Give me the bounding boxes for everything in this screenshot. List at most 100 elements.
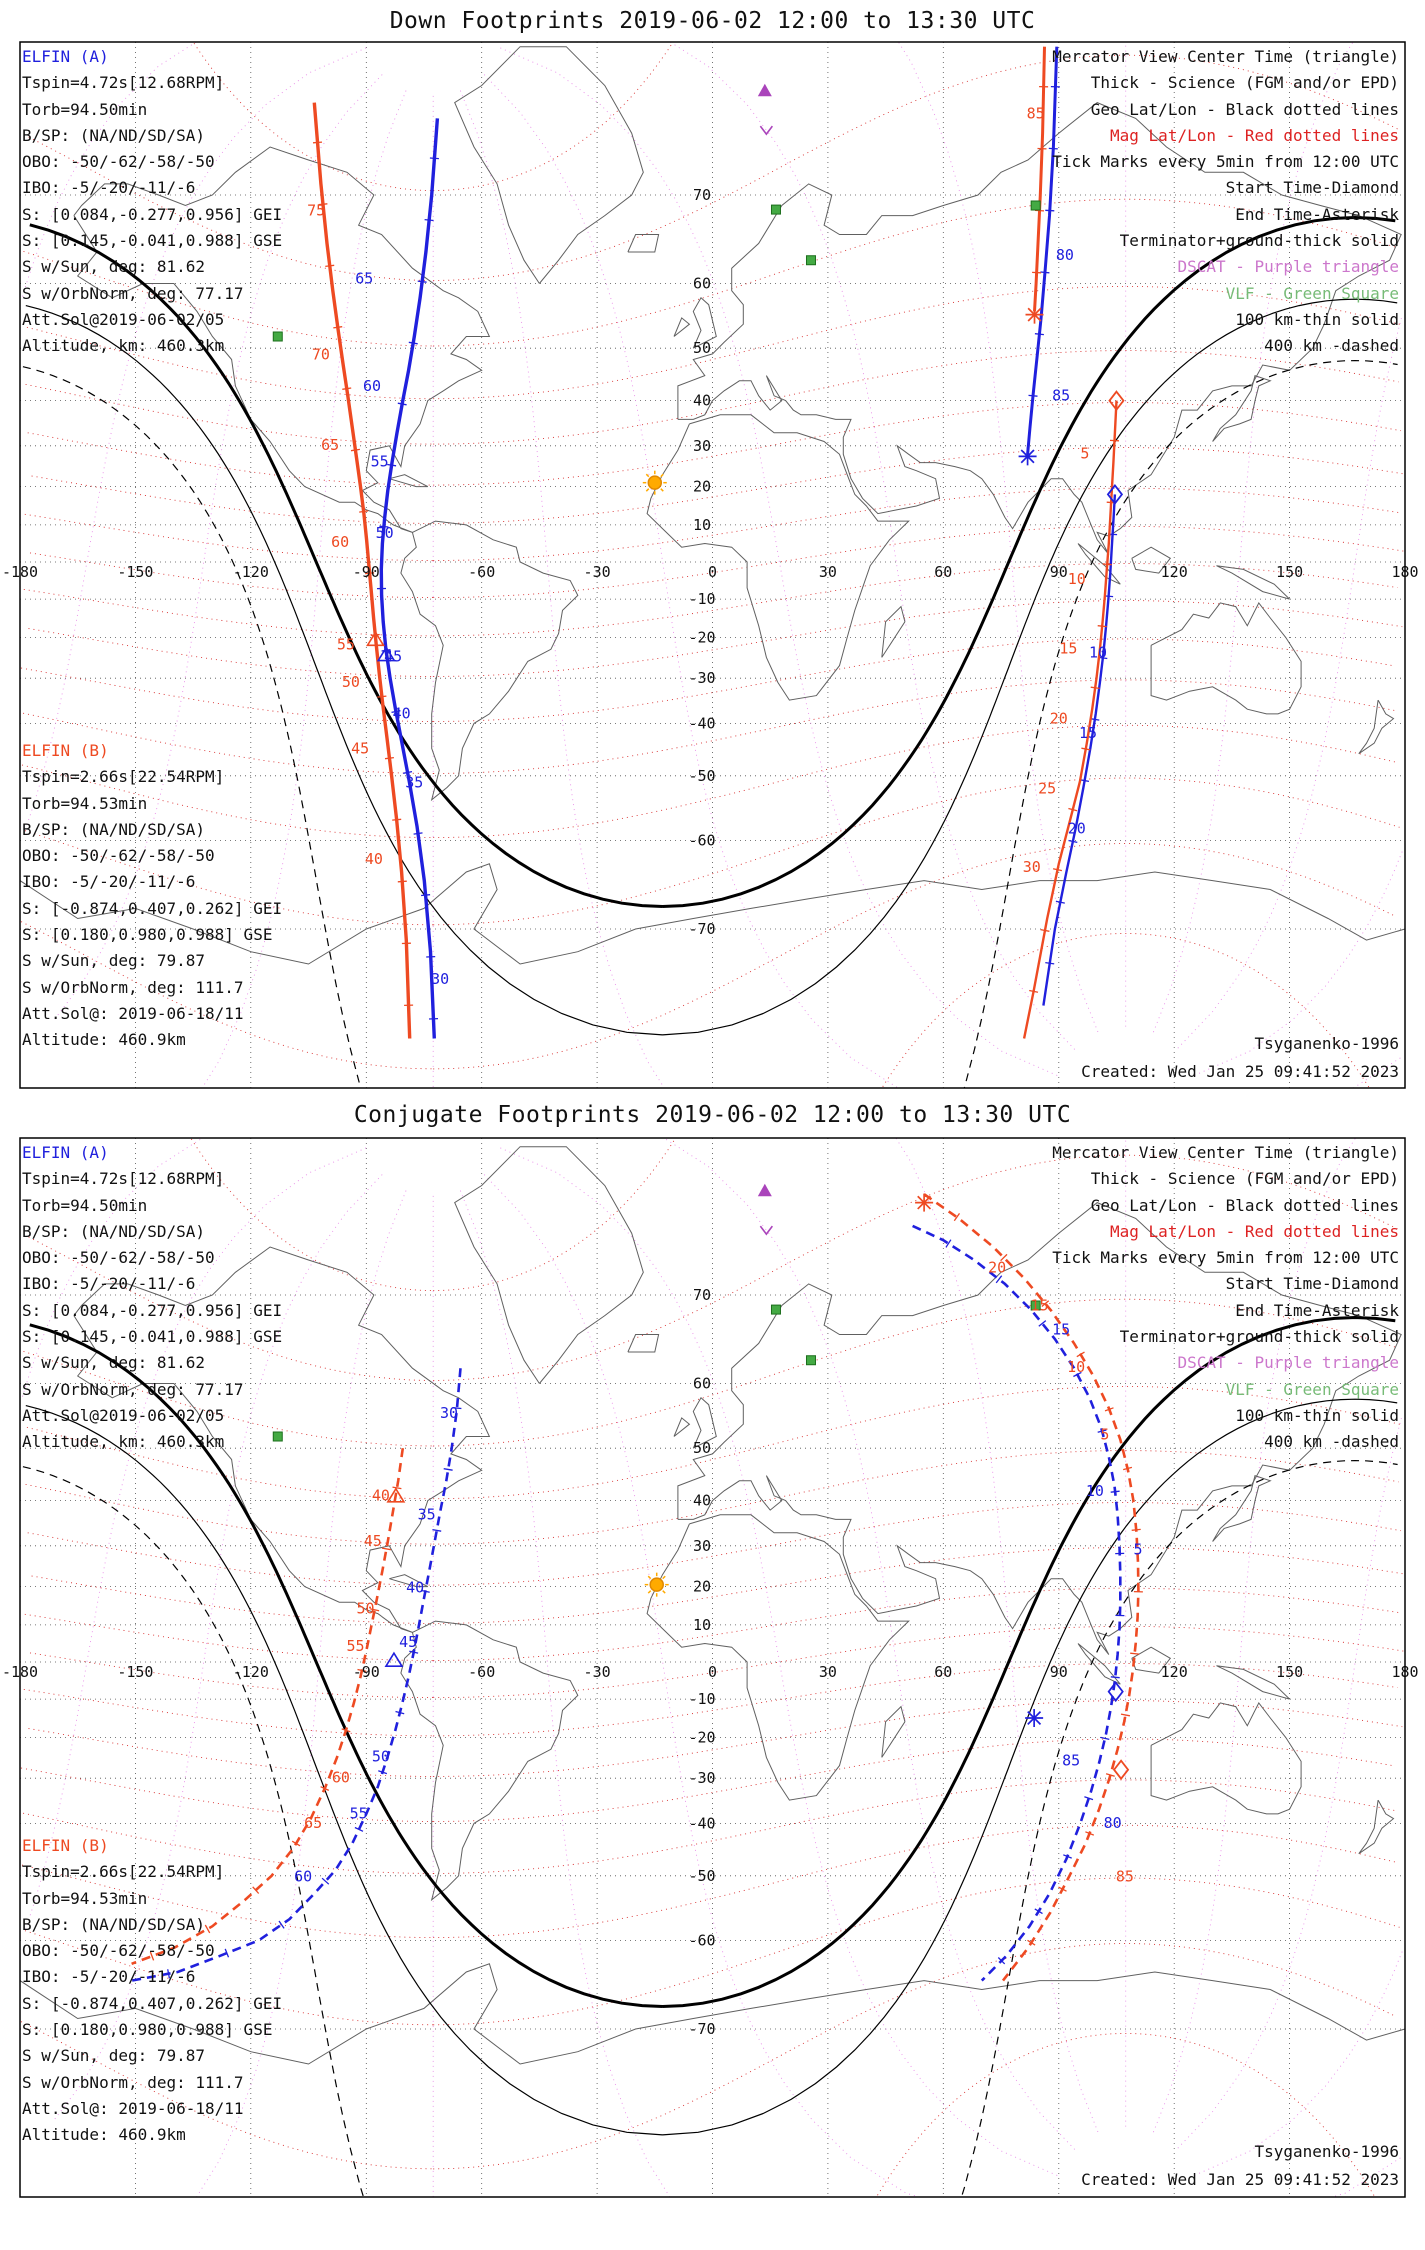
mag-lon-gridline — [432, 1195, 434, 2197]
mag-lat-gridline — [27, 402, 1402, 486]
info-line: S: [-0.874,0.407,0.262] GEI — [22, 898, 283, 918]
track-label: 20 — [988, 1258, 1006, 1276]
coastline — [1131, 1646, 1172, 1674]
info-line: S w/OrbNorm, deg: 77.17 — [22, 283, 244, 303]
track-label: 65 — [355, 270, 373, 288]
mag-lon-gridline — [24, 1147, 1403, 2177]
track-label: 15 — [1079, 724, 1097, 742]
mag-lat-gridline — [28, 54, 1401, 281]
elfin-b-info-block: ELFIN (B) Tspin=2.66s[22.54RPM] Torb=94.53… — [22, 1833, 282, 2149]
info-line: Tspin=2.66s[22.54RPM] — [22, 1862, 225, 1882]
subsolar-sun-marker — [642, 470, 667, 495]
track-label: 45 — [384, 647, 402, 665]
info-line: S w/OrbNorm, deg: 111.7 — [22, 2072, 244, 2092]
coastline — [673, 1417, 691, 1437]
coastline — [389, 1574, 429, 1588]
info-line: OBO: -50/-62/-58/-50 — [22, 1248, 215, 1268]
mag-lat-gridline — [25, 350, 1399, 445]
track-tickmarks — [953, 1213, 1143, 1946]
info-line: S: [0.145,-0.041,0.988] GSE — [22, 231, 283, 251]
info-line: S: [-0.874,0.407,0.262] GEI — [22, 1993, 283, 2013]
coastline — [627, 1334, 660, 1353]
track-elfin-a-right-upper — [1026, 46, 1059, 455]
end-time-asterisk-marker — [1018, 447, 1037, 466]
lat-axis-label: -30 — [688, 1769, 715, 1787]
lon-axis-label: 0 — [708, 563, 717, 581]
panel-0-map-area: 65 60 55 50 45 40 35 30 75 70 65 60 55 50 45 40 85 80 85 5 1… — [20, 42, 1405, 1088]
coastline — [454, 1146, 644, 1384]
legend-line: Start Time-Diamond — [1225, 178, 1399, 198]
track-label: 85 — [1027, 104, 1045, 122]
track-label: 15 — [1030, 1297, 1048, 1315]
mag-lat-gridline — [29, 1625, 1404, 1699]
mag-lat-gridline — [23, 679, 1398, 774]
coastline — [1150, 1701, 1302, 1815]
info-line: Tspin=4.72s[12.68RPM] — [22, 1169, 225, 1189]
lat-axis-label: -70 — [688, 2020, 715, 2038]
vlf-green-square-marker — [272, 1431, 283, 1442]
coastline — [1212, 1474, 1272, 1542]
lon-axis-label: -60 — [468, 563, 495, 581]
track-elfin-a-left — [379, 118, 440, 1039]
spacecraft-name-header: ELFIN (B) — [22, 1836, 109, 1855]
lon-axis-label: 120 — [1161, 563, 1188, 581]
mag-lat-gridline — [28, 1700, 1403, 1777]
track-label: 55 — [346, 1637, 364, 1655]
coastline — [20, 1963, 1405, 2065]
legend-line: Thick - Science (FGM and/or EPD) — [1090, 1169, 1399, 1189]
track-label: 85 — [1052, 387, 1070, 405]
center-time-triangle-marker — [366, 630, 385, 647]
info-line: S: [0.180,0.980,0.988] GSE — [22, 2020, 273, 2040]
lat-axis-label: -70 — [688, 920, 715, 938]
mag-lat-gridline — [21, 1824, 1397, 1939]
vlf-green-square-marker — [805, 1355, 816, 1366]
lon-axis-label: 90 — [1050, 1663, 1068, 1681]
track-label: 25 — [1038, 780, 1056, 798]
terminator-line — [22, 359, 1398, 1088]
terminator-line — [25, 298, 1398, 1036]
track-tickmarks — [1029, 439, 1120, 993]
subsolar-sun-marker — [644, 1572, 669, 1597]
info-line: Altitude, km: 460.3km — [22, 1432, 225, 1452]
info-line: Tspin=2.66s[22.54RPM] — [22, 767, 225, 787]
mag-lat-gridline — [29, 525, 1404, 599]
coastline — [677, 102, 1402, 555]
model-credit: Tsyganenko-1996 — [1254, 2142, 1400, 2161]
spacecraft-name-header: ELFIN (A) — [22, 47, 109, 66]
mag-lon-gridline — [483, 1174, 921, 2197]
panel-border — [19, 41, 1406, 1089]
lon-axis-label: -90 — [353, 1663, 380, 1681]
track-elfin-b-left-conj — [131, 1448, 405, 1966]
track-label: 15 — [1059, 639, 1077, 657]
track-label: 50 — [376, 524, 394, 542]
mag-lat-gridline — [31, 1547, 1405, 1624]
info-line: S w/Sun, deg: 81.62 — [22, 257, 206, 277]
coastline — [1131, 546, 1172, 574]
lon-axis-label: 30 — [819, 1663, 837, 1681]
track-tickmarks — [945, 1239, 1125, 1965]
track-tickmarks — [167, 1407, 462, 1979]
track-label: 5 — [1100, 1426, 1109, 1444]
coastline — [454, 46, 644, 284]
track-label: 75 — [307, 202, 325, 220]
coastline — [1216, 565, 1290, 600]
lon-axis-label: -30 — [584, 563, 611, 581]
legend-line: Thick - Science (FGM and/or EPD) — [1090, 73, 1399, 93]
mag-lat-gridline — [31, 447, 1405, 524]
track-label: 55 — [337, 635, 355, 653]
info-line: B/SP: (NA/ND/SD/SA) — [22, 125, 206, 145]
vlf-green-square-marker — [1030, 1300, 1041, 1311]
legend-line: VLF - Green Square — [1225, 1379, 1399, 1399]
info-line: IBO: -5/-20/-11/-6 — [22, 1274, 196, 1294]
info-line: S: [0.180,0.980,0.988] GSE — [22, 925, 273, 945]
info-line: OBO: -50/-62/-58/-50 — [22, 846, 215, 866]
mag-lat-gridline — [27, 1502, 1402, 1586]
legend-line: Mag Lat/Lon - Red dotted lines — [1110, 125, 1399, 145]
coastline — [73, 146, 491, 533]
info-line: B/SP: (NA/ND/SD/SA) — [22, 1221, 206, 1241]
info-line: Att.Sol@: 2019-06-18/11 — [22, 2098, 244, 2118]
elfin-a-info-block: ELFIN (A) Tspin=4.72s[12.68RPM] Torb=94.50… — [22, 44, 282, 360]
track-label: 30 — [1023, 858, 1041, 876]
coastline — [1358, 699, 1395, 755]
info-line: B/SP: (NA/ND/SD/SA) — [22, 1914, 206, 1934]
